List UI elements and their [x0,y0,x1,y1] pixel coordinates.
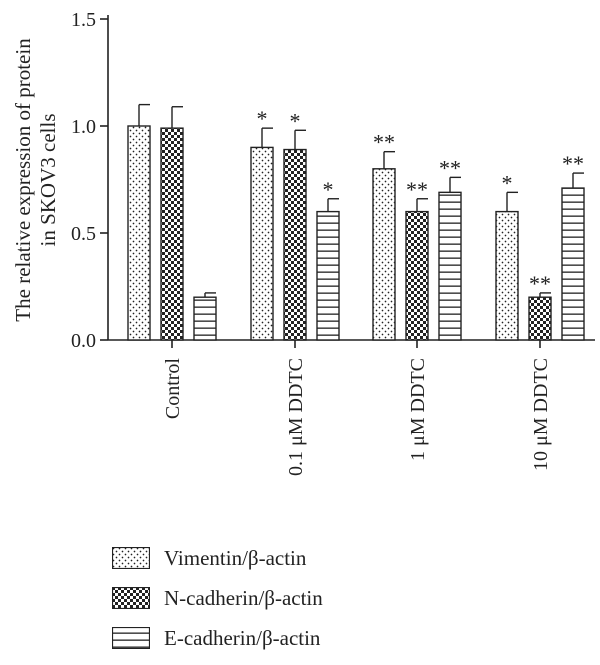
y-axis-title: The relative expression of protein in SK… [11,38,60,322]
legend-item-n-cadherin: N-cadherin/β-actin [112,578,323,618]
significance-mark: ** [373,130,395,155]
legend-label-e-cadherin: E-cadherin/β-actin [164,625,321,650]
x-tick-label: 10 μM DDTC [530,358,552,471]
significance-mark: * [257,106,268,131]
x-tick-label: Control [162,358,184,420]
legend-swatch-hlines [112,627,150,649]
legend-label-vimentin: Vimentin/β-actin [164,545,307,570]
bar [283,148,307,341]
legend-item-vimentin: Vimentin/β-actin [112,538,323,578]
legend: Vimentin/β-actin N-cadherin/β-actin E-ca… [112,538,323,658]
bar [438,191,462,341]
bar [127,125,151,341]
x-tick-label: 1 μM DDTC [407,358,429,461]
bar [495,210,519,341]
significance-mark: ** [562,151,584,176]
bar [561,187,585,341]
legend-item-e-cadherin: E-cadherin/β-actin [112,618,323,658]
bar [316,210,340,341]
bar [160,127,184,341]
legend-label-n-cadherin: N-cadherin/β-actin [164,585,323,610]
y-tick-label: 1.5 [71,9,96,31]
bar [193,296,217,341]
significance-mark: ** [406,177,428,202]
significance-mark: * [502,170,513,195]
y-axis-title-line1: The relative expression of protein [11,38,35,322]
legend-swatch-dots [112,547,150,569]
x-tick-labels: Control 0.1 μM DDTC 1 μM DDTC 10 μM DDTC [162,358,552,476]
bar [528,296,552,341]
x-tick-label: 0.1 μM DDTC [285,358,307,476]
significance-mark: * [290,108,301,133]
bar [250,146,274,341]
significance-mark: * [323,177,334,202]
bar [372,168,396,341]
y-tick-label: 0.0 [71,330,96,352]
significance-mark: ** [529,271,551,296]
bars: * ************* [127,103,585,341]
y-tick-label: 0.5 [71,223,96,245]
y-tick-label: 1.0 [71,116,96,138]
y-axis-title-line2: in SKOV3 cells [36,114,60,247]
significance-mark: ** [439,155,461,180]
legend-swatch-checker [112,587,150,609]
bar [405,210,429,341]
bar-chart: The relative expression of protein in SK… [11,9,595,476]
